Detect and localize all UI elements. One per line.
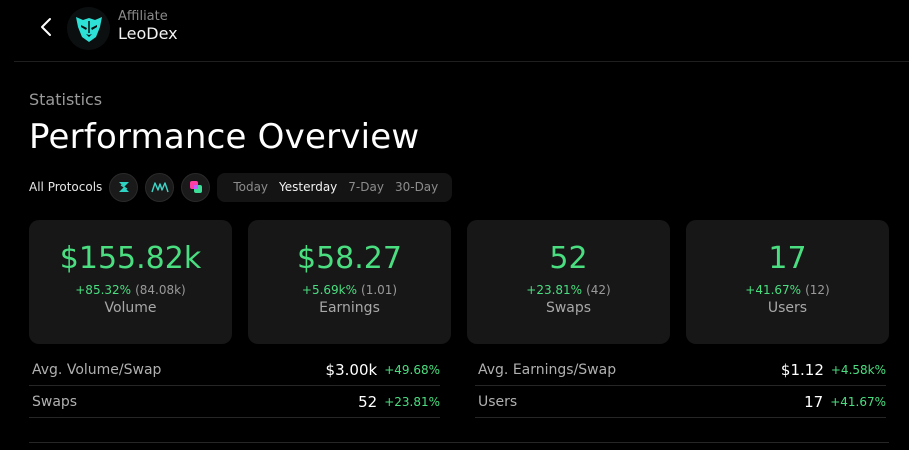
period-today[interactable]: Today (233, 180, 269, 194)
stat-row: Avg. Volume/Swap $3.00k +49.68% (29, 354, 440, 386)
stat-value: $1.12 (780, 360, 824, 379)
card-change-percent: +41.67% (745, 283, 802, 297)
chevron-left-icon (41, 18, 51, 36)
stat-label: Avg. Earnings/Swap (478, 361, 617, 378)
card-previous-value: (84.08k) (135, 283, 186, 297)
stat-label: Avg. Volume/Swap (32, 361, 162, 378)
protocol-filter-chainflip[interactable] (181, 172, 211, 202)
users-card: 17 +41.67% (12) Users (686, 220, 889, 344)
stats-column-left: Avg. Volume/Swap $3.00k +49.68% Swaps 52… (29, 354, 440, 418)
card-label: Earnings (319, 300, 380, 316)
card-change-percent: +85.32% (75, 283, 132, 297)
card-label: Volume (104, 300, 157, 316)
brand-name: LeoDex (118, 24, 178, 43)
leodex-logo (67, 7, 110, 50)
stat-row: Users 17 +41.67% (475, 386, 886, 418)
card-change: +85.32% (84.08k) (75, 283, 185, 297)
card-previous-value: (12) (805, 283, 830, 297)
maya-icon (151, 182, 169, 193)
card-value: $58.27 (297, 241, 402, 276)
stat-change: +23.81% (384, 394, 440, 409)
stat-change: +49.68% (384, 362, 440, 377)
stat-change: +41.67% (830, 394, 886, 409)
stat-row: Swaps 52 +23.81% (29, 386, 440, 418)
divider (29, 442, 889, 443)
all-protocols-filter[interactable]: All Protocols (29, 180, 103, 194)
top-bar: Affiliate LeoDex (14, 0, 909, 62)
lion-icon (75, 16, 102, 42)
card-change-percent: +23.81% (526, 283, 583, 297)
period-7-day[interactable]: 7-Day (348, 180, 384, 194)
stat-value: 52 (358, 392, 378, 411)
period-selector: Today Yesterday 7-Day 30-Day (217, 172, 453, 202)
card-value: 52 (549, 241, 588, 276)
stats-column-right: Avg. Earnings/Swap $1.12 +4.58k% Users 1… (475, 354, 886, 418)
card-previous-value: (1.01) (361, 283, 398, 297)
stat-change: +4.58k% (830, 362, 886, 377)
back-button[interactable] (36, 14, 56, 40)
card-value: 17 (768, 241, 807, 276)
section-eyebrow: Statistics (29, 90, 103, 109)
stat-value: 17 (804, 392, 824, 411)
period-yesterday[interactable]: Yesterday (279, 180, 338, 194)
stat-label: Swaps (32, 393, 78, 410)
brand-subtitle: Affiliate (118, 9, 168, 24)
card-change-percent: +5.69k% (301, 283, 358, 297)
stat-row: Avg. Earnings/Swap $1.12 +4.58k% (475, 354, 886, 386)
volume-card: $155.82k +85.32% (84.08k) Volume (29, 220, 232, 344)
card-change: +5.69k% (1.01) (302, 283, 397, 297)
page-title: Performance Overview (29, 117, 420, 157)
swaps-card: 52 +23.81% (42) Swaps (467, 220, 670, 344)
card-label: Users (767, 300, 808, 316)
filter-bar: All Protocols Today Yesterday 7-Day (29, 172, 453, 202)
card-previous-value: (42) (586, 283, 611, 297)
thorchain-icon (118, 182, 129, 192)
protocol-filter-maya[interactable] (145, 172, 175, 202)
protocol-filter-thorchain[interactable] (109, 172, 139, 202)
metric-cards: $155.82k +85.32% (84.08k) Volume $58.27 +… (29, 220, 889, 344)
card-label: Swaps (545, 300, 592, 316)
chainflip-icon (189, 181, 202, 193)
earnings-card: $58.27 +5.69k% (1.01) Earnings (248, 220, 451, 344)
period-30-day[interactable]: 30-Day (394, 180, 439, 194)
stat-label: Users (478, 393, 518, 410)
card-change: +41.67% (12) (745, 283, 829, 297)
stat-value: $3.00k (325, 360, 378, 379)
card-value: $155.82k (59, 241, 202, 276)
card-change: +23.81% (42) (526, 283, 610, 297)
